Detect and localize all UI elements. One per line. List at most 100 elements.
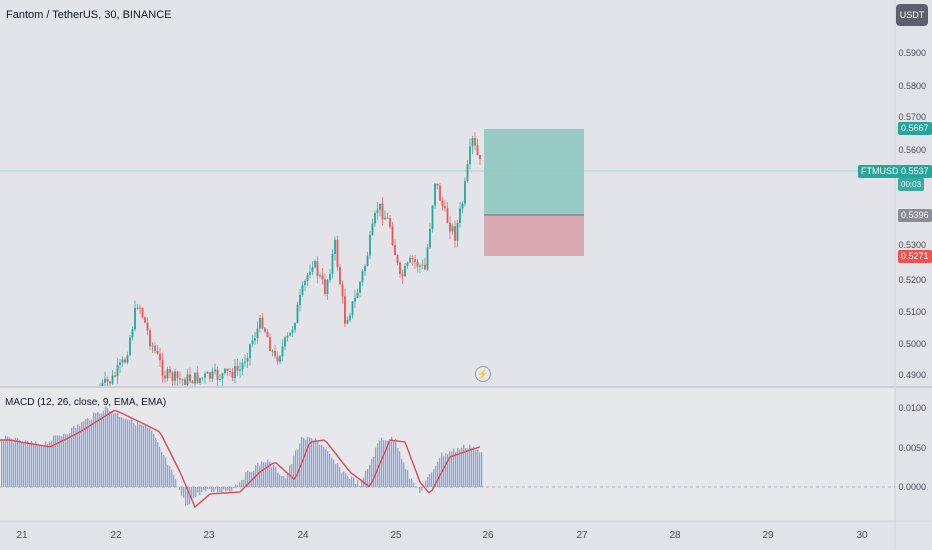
candle-body <box>356 292 359 298</box>
macd-histogram-bar <box>35 441 37 487</box>
macd-histogram-bar <box>317 440 319 487</box>
macd-histogram-bar <box>405 469 407 487</box>
macd-histogram-bar <box>263 462 265 487</box>
candle-body <box>276 356 279 362</box>
price-tick: 0.5800 <box>898 81 926 91</box>
candle-body <box>196 372 199 383</box>
candle-body <box>284 337 286 347</box>
macd-histogram-bar <box>199 487 201 496</box>
macd-histogram-bar <box>205 487 207 492</box>
candle-body <box>479 155 481 159</box>
macd-histogram-bar <box>125 419 127 487</box>
candle-body <box>404 265 406 277</box>
price-tick: 0.5600 <box>898 145 926 155</box>
candle-body <box>454 226 456 241</box>
bar-countdown-tag: 00:03 <box>898 178 925 191</box>
macd-histogram-bar <box>461 447 463 487</box>
candle-body <box>229 371 231 373</box>
candle-body <box>199 377 201 383</box>
candle-body <box>374 213 376 224</box>
currency-button[interactable]: USDT <box>896 4 928 26</box>
macd-title[interactable]: MACD (12, 26, close, 9, EMA, EMA) <box>5 397 167 408</box>
time-tick: 22 <box>110 530 122 541</box>
candle-body <box>379 203 381 210</box>
macd-histogram-bar <box>315 438 317 487</box>
macd-histogram-bar <box>419 487 421 493</box>
macd-histogram-bar <box>289 465 291 487</box>
macd-histogram-bar <box>345 473 347 487</box>
macd-histogram-bar <box>5 435 7 487</box>
macd-histogram-bar <box>343 471 345 487</box>
candle-body <box>416 261 419 267</box>
profit-zone[interactable] <box>484 129 584 215</box>
macd-histogram-bar <box>71 427 73 487</box>
macd-histogram-bar <box>299 443 301 487</box>
macd-histogram-bar <box>421 487 423 491</box>
candle-body <box>369 234 371 256</box>
candle-body <box>294 323 296 330</box>
macd-histogram-bar <box>121 417 123 487</box>
macd-histogram-bar <box>179 487 181 490</box>
macd-histogram-bar <box>323 446 325 487</box>
time-tick: 23 <box>203 530 215 541</box>
macd-histogram-bar <box>203 487 205 491</box>
macd-histogram-bar <box>207 487 209 489</box>
candle-body <box>169 369 171 373</box>
candle-body <box>186 374 189 386</box>
macd-histogram-bar <box>245 472 247 487</box>
macd-histogram-bar <box>241 480 243 487</box>
macd-histogram-bar <box>97 411 99 487</box>
macd-histogram-bar <box>9 437 11 487</box>
candle-body <box>154 345 156 351</box>
macd-histogram-bar <box>85 419 87 487</box>
macd-histogram-bar <box>365 470 367 487</box>
macd-histogram-bar <box>261 461 263 487</box>
candle-body <box>446 208 449 223</box>
candle-body <box>289 332 291 336</box>
price-pane[interactable] <box>0 0 895 386</box>
macd-histogram-bar <box>265 462 267 487</box>
macd-histogram-bar <box>281 476 283 487</box>
target-price-tag: 0.5667 <box>898 122 932 135</box>
candle-body <box>359 281 361 293</box>
macd-histogram-bar <box>341 473 343 487</box>
candle-body <box>259 317 261 329</box>
candle-body <box>434 183 436 206</box>
macd-histogram-bar <box>243 479 245 487</box>
macd-histogram-bar <box>229 487 231 492</box>
candle-body <box>354 297 356 302</box>
macd-histogram-bar <box>17 438 19 487</box>
macd-histogram-bar <box>187 487 189 506</box>
price-tick: 0.5900 <box>898 48 926 58</box>
macd-histogram-bar <box>399 451 401 487</box>
candle-body <box>466 164 469 181</box>
loss-zone[interactable] <box>484 215 584 256</box>
macd-signal-line <box>0 409 481 509</box>
macd-histogram-bar <box>425 480 427 487</box>
macd-histogram-bar <box>309 437 311 487</box>
macd-histogram-bar <box>7 436 9 487</box>
candle-body <box>144 317 146 323</box>
candle-body <box>436 183 439 186</box>
macd-histogram-bar <box>209 487 211 490</box>
candle-body <box>421 264 424 266</box>
candle-body <box>431 205 434 229</box>
candle-body <box>221 373 224 380</box>
candle-body <box>476 145 479 156</box>
macd-histogram-bar <box>221 487 223 493</box>
macd-histogram-bar <box>149 428 151 487</box>
macd-histogram-bar <box>169 466 171 487</box>
macd-histogram-bar <box>183 487 185 498</box>
macd-histogram-bar <box>87 418 89 487</box>
macd-histogram-bar <box>213 487 215 493</box>
candle-body <box>419 265 421 267</box>
lightning-bolt-icon[interactable]: ⚡ <box>475 366 491 382</box>
price-tick: 0.5300 <box>898 240 926 250</box>
candle-body <box>171 372 174 381</box>
macd-histogram-bar <box>93 412 95 487</box>
candles-group <box>99 132 481 386</box>
macd-histogram-bar <box>81 422 83 487</box>
symbol-title[interactable]: Fantom / TetherUS, 30, BINANCE <box>6 9 172 21</box>
